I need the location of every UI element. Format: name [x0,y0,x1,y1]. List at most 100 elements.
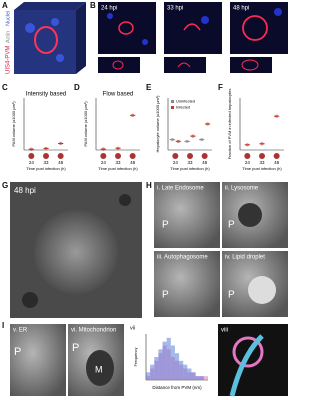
chart-title: Flow based [103,92,134,98]
subpanel-title: vii [130,325,135,331]
x-tick-label: 48 [274,160,280,165]
box-point [191,134,195,138]
histogram-bar [179,360,184,380]
x-tick-label: 24 [245,160,251,165]
x-axis-label: Time post infection (h) [170,166,210,171]
box-point [131,113,135,117]
x-axis-label: Distance from PVM (nm) [152,385,202,390]
cell-thumbnail [172,153,179,159]
marker: P [162,220,169,231]
figure: A UIS4-PVM Actin Nuclei B 24 hpi 33 hpi … [2,1,288,397]
box-point [59,141,63,146]
box-point [44,146,48,151]
legend-swatch [171,100,174,103]
cell-thumbnail [273,153,280,159]
histogram-bar [146,372,151,380]
subpanel-title: iv. Lipid droplet [225,255,265,261]
channel-label: Nuclei [5,11,11,26]
histogram-bar [191,372,196,380]
cell-thumbnail [244,153,251,159]
time-label: 48 hpi [233,6,249,12]
channel-label: UIS4-PVM [6,46,12,74]
subpanel-title: ii. Lysosome [225,186,259,192]
box-point [116,146,120,150]
panel-label: D [74,83,80,92]
marker: P [162,290,169,301]
x-tick-label: 24 [173,160,179,165]
cell-thumbnail [57,153,64,159]
time-label: 48 hpi [14,186,36,195]
panel-label: E [146,83,152,92]
histogram-bar [174,353,180,380]
histogram-bar [158,349,163,380]
marker: M [95,364,103,374]
histogram-bar [195,376,200,380]
subpanel-title: vi. Mitochondrion [71,328,116,334]
microscopy-images [98,2,288,73]
cell-thumbnail [129,153,136,159]
em-tiles [154,182,288,317]
x-axis-label: Time post infection (h) [242,166,282,171]
x-tick-label: 33 [259,160,265,165]
time-label: 33 hpi [167,6,183,12]
x-tick-label: 33 [187,160,193,165]
box-point [275,114,279,118]
em-tiles [10,324,288,397]
em-image [10,182,142,318]
histogram-bar [183,364,188,380]
legend-label: Uninfected [176,99,195,104]
panel-label: I [2,321,4,330]
cell-thumbnail [100,153,107,159]
y-axis-label: PAM volume (x1000 μm³) [11,101,16,147]
y-axis-label: Frequency [133,348,138,367]
x-tick-label: 33 [43,160,49,165]
marker: P [228,290,235,301]
cell-thumbnail [201,153,208,159]
histogram-bar [166,337,171,380]
histogram-bar [150,364,155,380]
subpanel-title: iii. Autophagosome [157,255,208,261]
channel-label: Actin [5,31,11,43]
histogram-bar [187,368,192,380]
y-axis-label: Hepatocyte volume (x1000 μm³) [155,95,160,153]
histogram-bar [170,345,175,380]
y-axis-label: Fraction of PVM in infected hepatocytes [227,89,232,160]
histogram-bar [203,376,208,380]
box-point [260,142,264,146]
panel-label: C [2,83,8,92]
chart-title: Intensity based [26,92,66,98]
histogram-bar [154,357,159,380]
stack-image [14,2,86,74]
cell-thumbnail [187,153,193,159]
panel-label: H [146,181,152,190]
histogram-bar [162,341,167,380]
marker: P [228,220,235,231]
box-point [206,122,210,126]
x-tick-label: 24 [29,160,35,165]
time-label: 24 hpi [101,6,117,12]
box-point [245,143,249,147]
x-tick-label: 48 [130,160,136,165]
subpanel-title: v. ER [13,328,28,334]
x-axis-label: Time post infection (h) [26,166,66,171]
subpanel-title: i. Late Endosome [157,186,204,192]
panel-label: G [2,181,8,190]
box-point [176,139,180,143]
legend-label: Infected [176,105,190,110]
marker: P [72,342,79,354]
x-tick-label: 48 [58,160,64,165]
panel-label: B [90,1,96,10]
box-point [200,138,204,142]
panel-label: A [2,1,8,10]
box-point [170,138,174,142]
panel-label: F [218,83,223,92]
cell-thumbnail [115,153,121,159]
y-axis-label: PAM volume (x1000 μm³) [83,101,88,147]
box-point [185,139,189,143]
x-axis-label: Time post infection (h) [98,166,138,171]
histogram-bar [199,376,204,380]
marker: P [14,346,21,358]
x-tick-label: 24 [101,160,107,165]
legend-swatch [171,106,174,109]
cell-thumbnail [43,153,49,159]
